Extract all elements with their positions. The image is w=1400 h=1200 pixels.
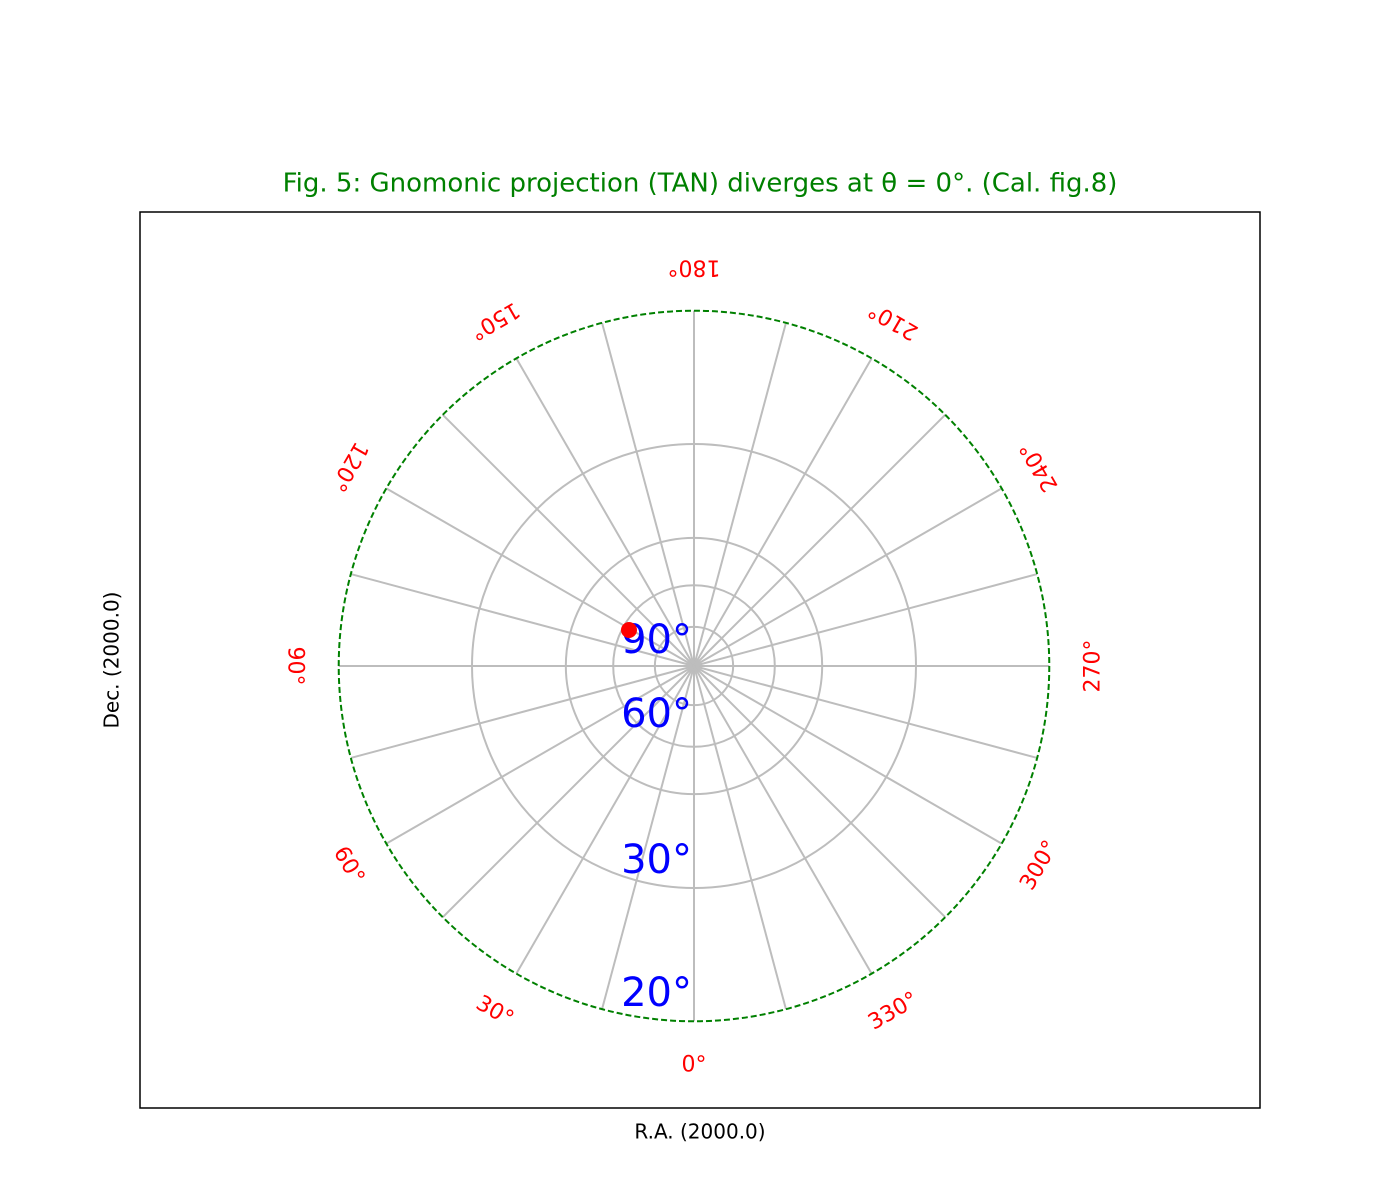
dec-tick-label: 30°	[621, 837, 692, 883]
plot-area: 0° 30° 60° 90° 120° 150° 180° 210° 240° 270° 300° 3…	[283, 255, 1106, 1078]
ra-grid-line	[385, 665, 695, 845]
ra-tick-label: 120°	[325, 437, 373, 495]
ra-tick-label: 150°	[465, 297, 523, 345]
ra-tick-label: 180°	[668, 255, 721, 280]
ra-grid-line	[693, 414, 946, 667]
ra-grid-line	[442, 665, 695, 918]
chart-title: Fig. 5: Gnomonic projection (TAN) diverg…	[283, 169, 1118, 199]
y-axis-label: Dec. (2000.0)	[100, 591, 124, 728]
ra-grid-line	[515, 357, 695, 667]
ra-grid-line	[385, 487, 695, 667]
ra-tick-label: 240°	[1015, 437, 1063, 495]
ra-tick-label: 330°	[864, 987, 922, 1035]
ra-grid-line	[350, 665, 695, 759]
ra-grid-line	[693, 357, 873, 667]
ra-tick-label: 300°	[1015, 836, 1063, 894]
ra-grid-line	[693, 665, 1003, 845]
ra-tick-label: 270°	[1080, 640, 1105, 693]
x-axis-label: R.A. (2000.0)	[634, 1120, 765, 1144]
marker	[621, 622, 637, 638]
dec-tick-label: 20°	[621, 970, 692, 1016]
ra-grid-line	[693, 665, 946, 918]
ra-tick-label: 90°	[283, 647, 308, 686]
ra-tick-label: 210°	[864, 297, 922, 345]
ra-tick-label: 0°	[682, 1052, 707, 1077]
ra-grid-line	[350, 573, 695, 667]
ra-grid-line	[601, 665, 695, 1010]
ra-tick-label: 60°	[328, 842, 369, 888]
ra-grid-line	[693, 322, 787, 667]
ra-grid-line	[515, 665, 695, 975]
ra-grid-line	[693, 573, 1038, 667]
ra-grid-line	[693, 665, 787, 1010]
ra-grid-line	[693, 665, 1038, 759]
ra-grid-line	[693, 665, 873, 975]
axes-frame	[139, 211, 1261, 1109]
ra-grid-line	[693, 487, 1003, 667]
dec-tick-label: 60°	[621, 691, 692, 737]
ra-tick-label: 30°	[471, 991, 517, 1032]
ra-grid-line	[442, 414, 695, 667]
ra-grid-line	[601, 322, 695, 667]
projection-border	[337, 309, 1051, 1023]
